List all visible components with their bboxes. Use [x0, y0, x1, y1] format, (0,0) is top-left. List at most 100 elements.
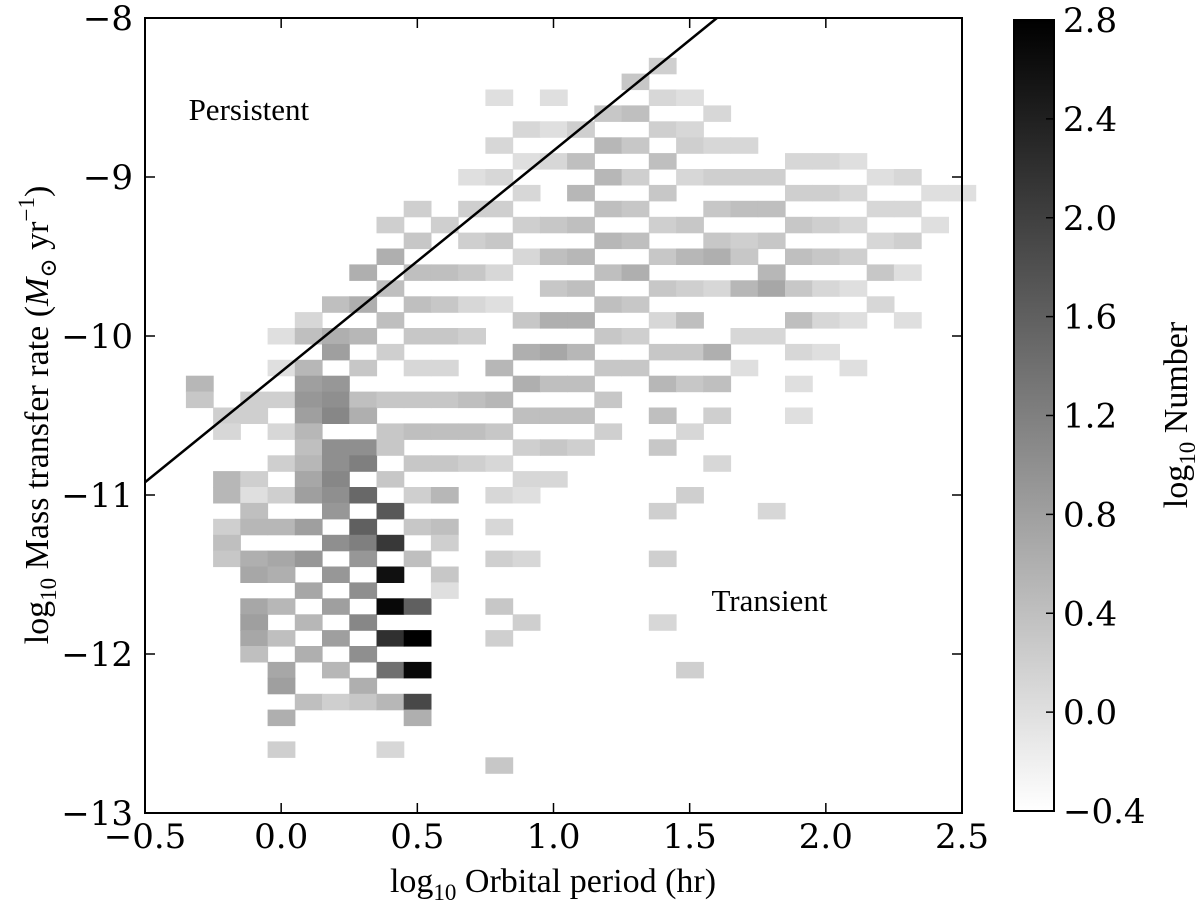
heatmap-cell	[594, 264, 623, 281]
heatmap-cell	[213, 550, 241, 568]
heatmap-cell	[594, 359, 623, 377]
colorbar-tick-label: 1.6	[1063, 298, 1117, 338]
heatmap-cell	[267, 487, 296, 504]
annotations: Persistent Transient	[189, 92, 828, 618]
heatmap-cell	[485, 296, 514, 313]
heatmap-cell	[621, 169, 650, 186]
heatmap-cell	[539, 216, 568, 234]
heatmap-cell	[539, 121, 568, 138]
annotation-persistent: Persistent	[189, 92, 310, 127]
heatmap-cell	[322, 455, 350, 472]
heatmap-cell	[376, 248, 405, 265]
heatmap-cells	[185, 57, 977, 774]
heatmap-cell	[621, 105, 650, 122]
heatmap-cell	[785, 153, 813, 170]
heatmap-cell	[621, 328, 650, 345]
heatmap-cell	[485, 89, 514, 106]
heatmap-cell	[703, 169, 732, 186]
heatmap-cell	[376, 598, 405, 615]
heatmap-cell	[512, 153, 541, 170]
heatmap-cell	[703, 407, 732, 424]
heatmap-cell	[648, 312, 677, 329]
heatmap-cell	[376, 693, 405, 711]
heatmap-cell	[539, 153, 568, 170]
heatmap-cell	[322, 630, 350, 647]
heatmap-cell	[267, 550, 296, 568]
heatmap-cell	[267, 598, 296, 615]
heatmap-cell	[430, 534, 459, 552]
heatmap-cell	[757, 328, 786, 345]
heatmap-cell	[539, 375, 568, 393]
y-tick-label: −13	[61, 794, 133, 834]
heatmap-cell	[730, 169, 759, 186]
heatmap-cell	[403, 630, 432, 647]
heatmap-cell	[458, 169, 486, 186]
heatmap-cell	[648, 216, 677, 234]
heatmap-cell	[322, 375, 350, 393]
heatmap-cell	[648, 280, 677, 297]
heatmap-cell	[322, 343, 350, 361]
heatmap-cell	[648, 57, 677, 75]
heatmap-cell	[676, 661, 704, 679]
heatmap-cell	[812, 248, 840, 265]
heatmap-cell	[648, 248, 677, 265]
heatmap-cell	[703, 137, 732, 154]
heatmap-cell	[267, 423, 296, 440]
heatmap-cell	[403, 391, 432, 409]
heatmap-cell	[621, 264, 650, 281]
heatmap-cell	[267, 630, 296, 647]
heatmap-cell	[703, 280, 732, 297]
heatmap-cell	[594, 391, 623, 409]
heatmap-cell	[866, 232, 895, 250]
heatmap-cell	[485, 137, 514, 154]
heatmap-cell	[240, 550, 269, 568]
heatmap-cell	[567, 153, 595, 170]
y-axis-title: log10 Mass transfer rate (M⊙ yr−1)	[14, 186, 61, 645]
x-tick-label: 2.5	[935, 817, 989, 857]
heatmap-cell	[594, 105, 623, 122]
heatmap-cell	[839, 184, 868, 202]
heatmap-cell	[430, 391, 459, 409]
heatmap-cell	[485, 757, 514, 774]
heatmap-cell	[594, 137, 623, 154]
heatmap-cell	[322, 693, 350, 711]
heatmap-cell	[730, 328, 759, 345]
y-tick-label: −8	[83, 0, 133, 39]
heatmap-cell	[322, 661, 350, 679]
heatmap-cell	[430, 455, 459, 472]
heatmap-cell	[567, 216, 595, 234]
heatmap-cell	[294, 359, 323, 377]
heatmap-cell	[322, 471, 350, 488]
heatmap-cell	[512, 216, 541, 234]
heatmap-cell	[676, 423, 704, 440]
heatmap-cell	[430, 487, 459, 504]
heatmap-cell	[539, 407, 568, 424]
heatmap-cell	[349, 328, 378, 345]
heatmap-cell	[866, 169, 895, 186]
annotation-transient: Transient	[711, 583, 827, 618]
heatmap-cell	[430, 216, 459, 234]
heatmap-cell	[921, 184, 949, 202]
colorbar-tick-label: 0.8	[1063, 495, 1117, 535]
heatmap-cell	[430, 423, 459, 440]
heatmap-cell	[458, 264, 486, 281]
heatmap-cell	[240, 646, 269, 663]
heatmap-cell	[349, 693, 378, 711]
heatmap-cell	[648, 614, 677, 631]
heatmap-cell	[403, 598, 432, 615]
heatmap-cell	[430, 328, 459, 345]
heatmap-cell	[512, 407, 541, 424]
heatmap-cell	[839, 216, 868, 234]
heatmap-cell	[512, 248, 541, 265]
heatmap-cell	[567, 343, 595, 361]
heatmap-cell	[785, 375, 813, 393]
heatmap-cell	[240, 614, 269, 631]
heatmap-cell	[240, 566, 269, 583]
heatmap-cell	[349, 439, 378, 456]
heatmap-cell	[512, 312, 541, 329]
heatmap-cell	[403, 518, 432, 536]
heatmap-cell	[757, 280, 786, 297]
heatmap-cell	[349, 534, 378, 552]
heatmap-cell	[213, 423, 241, 440]
persistent-transient-boundary-line	[144, 17, 718, 484]
